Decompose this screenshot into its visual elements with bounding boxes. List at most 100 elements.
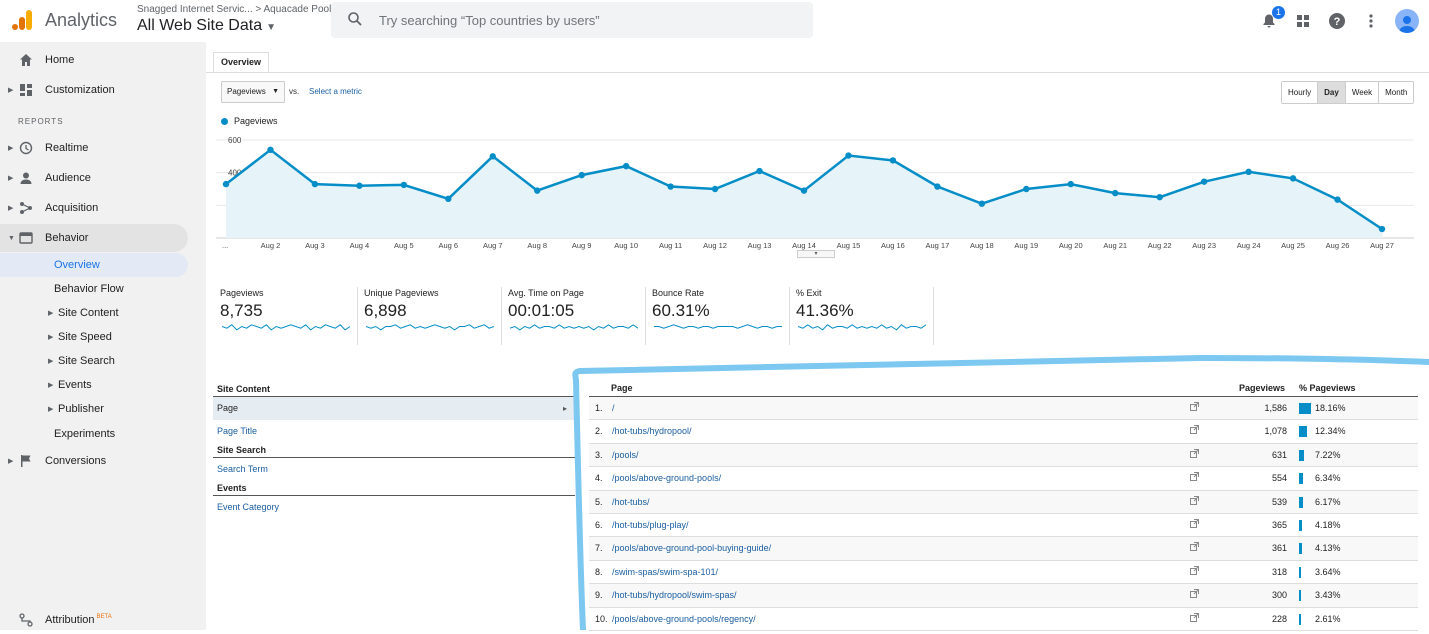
- select-metric-link[interactable]: Select a metric: [309, 87, 362, 96]
- tab-overview[interactable]: Overview: [213, 52, 270, 72]
- period-day-button[interactable]: Day: [1318, 82, 1346, 103]
- more-button[interactable]: [1361, 11, 1381, 31]
- pageviews-value: 228: [1271, 613, 1287, 624]
- data-point[interactable]: [711, 185, 719, 193]
- sidebar-subitem-experiments[interactable]: Experiments: [0, 422, 188, 446]
- data-point[interactable]: [222, 180, 230, 188]
- data-point[interactable]: [800, 187, 808, 194]
- sidebar-subitem-behavior-flow[interactable]: Behavior Flow: [0, 277, 188, 301]
- scorecard[interactable]: Unique Pageviews 6,898: [358, 287, 502, 345]
- sidebar-subitem-site-speed[interactable]: ▶ Site Speed: [0, 325, 188, 349]
- open-link-icon[interactable]: [1190, 565, 1199, 575]
- sidebar-subitem-site-search[interactable]: ▶ Site Search: [0, 349, 188, 373]
- avatar[interactable]: [1395, 9, 1419, 33]
- data-point[interactable]: [934, 183, 941, 190]
- period-hourly-button[interactable]: Hourly: [1282, 82, 1319, 103]
- scorecard[interactable]: % Exit 41.36%: [790, 287, 934, 345]
- scorecard[interactable]: Avg. Time on Page 00:01:05: [502, 287, 646, 345]
- page-link[interactable]: /hot-tubs/plug-play/: [612, 519, 689, 530]
- help-button[interactable]: ?: [1327, 11, 1347, 31]
- open-link-icon[interactable]: [1190, 425, 1199, 435]
- sidebar-item-behavior[interactable]: ▼ Behavior: [0, 224, 188, 252]
- table-row: 8. /swim-spas/swim-spa-101/ 318 3.64%: [589, 561, 1418, 585]
- sidebar-subitem-publisher[interactable]: ▶ Publisher: [0, 397, 188, 421]
- open-link-icon[interactable]: [1190, 472, 1199, 482]
- open-link-icon[interactable]: [1190, 402, 1199, 411]
- search-bar[interactable]: Try searching “Top countries by users”: [331, 2, 813, 38]
- data-point[interactable]: [534, 187, 541, 194]
- page-link[interactable]: /: [612, 403, 615, 413]
- sidebar-item-attribution[interactable]: Attribution BETA: [0, 606, 188, 634]
- data-point[interactable]: [1289, 175, 1297, 182]
- period-week-button[interactable]: Week: [1345, 82, 1380, 103]
- column-header-pageviews[interactable]: Pageviews: [1239, 383, 1286, 393]
- view-selector[interactable]: All Web Site Data ▼: [137, 17, 276, 35]
- analytics-logo[interactable]: [10, 8, 34, 32]
- open-link-icon[interactable]: [1190, 612, 1199, 622]
- data-point[interactable]: [1067, 180, 1074, 188]
- data-point[interactable]: [1156, 193, 1163, 201]
- data-point[interactable]: [845, 152, 852, 159]
- data-point[interactable]: [978, 200, 986, 207]
- data-point[interactable]: [1334, 196, 1341, 203]
- chart-resize-handle[interactable]: ▾: [797, 250, 835, 258]
- open-link-icon[interactable]: [1190, 495, 1199, 505]
- data-point[interactable]: [311, 180, 319, 188]
- notifications-button[interactable]: 1: [1259, 6, 1285, 31]
- dimension-event-category[interactable]: Event Category: [217, 502, 280, 512]
- page-link[interactable]: /pools/above-ground-pools/regency/: [612, 613, 756, 624]
- data-point[interactable]: [667, 183, 674, 190]
- page-link[interactable]: /pools/above-ground-pools/: [612, 473, 722, 484]
- column-header-page[interactable]: Page: [611, 383, 633, 393]
- dimension-page[interactable]: Page ▸: [213, 397, 575, 420]
- open-link-icon[interactable]: [1190, 518, 1199, 528]
- scorecard[interactable]: Bounce Rate 60.31%: [646, 287, 790, 345]
- sidebar-item-acquisition[interactable]: ▶ Acquisition: [0, 194, 188, 222]
- page-link[interactable]: /hot-tubs/hydropool/swim-spas/: [612, 590, 737, 601]
- data-point[interactable]: [489, 153, 496, 160]
- scorecard[interactable]: Pageviews 8,735: [214, 287, 358, 345]
- page-link[interactable]: /pools/: [612, 449, 639, 460]
- sidebar-subitem-site-content[interactable]: ▶ Site Content: [0, 301, 188, 325]
- data-point[interactable]: [1378, 225, 1386, 233]
- open-link-icon[interactable]: [1190, 448, 1199, 458]
- metric-dropdown[interactable]: Pageviews ▼: [221, 81, 285, 103]
- data-point[interactable]: [356, 182, 363, 189]
- search-input[interactable]: Try searching “Top countries by users”: [379, 13, 600, 28]
- period-month-button[interactable]: Month: [1379, 82, 1414, 103]
- page-link[interactable]: /hot-tubs/hydropool/: [612, 426, 692, 437]
- sidebar-subitem-events[interactable]: ▶ Events: [0, 373, 188, 397]
- open-link-icon[interactable]: [1190, 542, 1199, 552]
- expand-arrow-icon: ▶: [8, 175, 14, 182]
- data-point[interactable]: [756, 167, 763, 175]
- sidebar-item-realtime[interactable]: ▶ Realtime: [0, 134, 188, 162]
- dimension-search-term[interactable]: Search Term: [217, 464, 268, 474]
- data-point[interactable]: [1112, 189, 1119, 197]
- data-point[interactable]: [622, 162, 630, 170]
- open-link-icon[interactable]: [1190, 589, 1199, 599]
- column-header-pct-pageviews[interactable]: % Pageviews: [1299, 383, 1356, 393]
- data-point[interactable]: [445, 195, 452, 202]
- page-link[interactable]: /hot-tubs/: [612, 496, 650, 507]
- page-link[interactable]: /pools/above-ground-pool-buying-guide/: [612, 543, 772, 554]
- site-content-header: Site Content: [213, 382, 575, 397]
- x-tick-label: Aug 26: [1326, 241, 1350, 250]
- data-point[interactable]: [578, 171, 585, 179]
- dashboard-icon: [20, 84, 32, 96]
- apps-button[interactable]: [1293, 11, 1313, 31]
- data-point[interactable]: [1245, 168, 1252, 176]
- sidebar-item-home[interactable]: Home: [0, 46, 188, 74]
- pageviews-value: 1,078: [1264, 426, 1287, 437]
- sidebar-item-customization[interactable]: ▶ Customization: [0, 76, 188, 104]
- data-point[interactable]: [1023, 185, 1030, 193]
- data-point[interactable]: [889, 157, 897, 164]
- sidebar-subitem-overview[interactable]: Overview: [0, 253, 188, 277]
- dimension-page-title[interactable]: Page Title: [217, 426, 258, 436]
- sidebar-item-audience[interactable]: ▶ Audience: [0, 164, 188, 192]
- data-point[interactable]: [267, 146, 274, 153]
- account-breadcrumb[interactable]: Snagged Internet Servic... > Aquacade Po…: [137, 4, 337, 15]
- page-link[interactable]: /swim-spas/swim-spa-101/: [612, 566, 719, 577]
- sidebar-item-conversions[interactable]: ▶ Conversions: [0, 447, 188, 475]
- data-point[interactable]: [400, 181, 408, 189]
- data-point[interactable]: [1200, 178, 1208, 185]
